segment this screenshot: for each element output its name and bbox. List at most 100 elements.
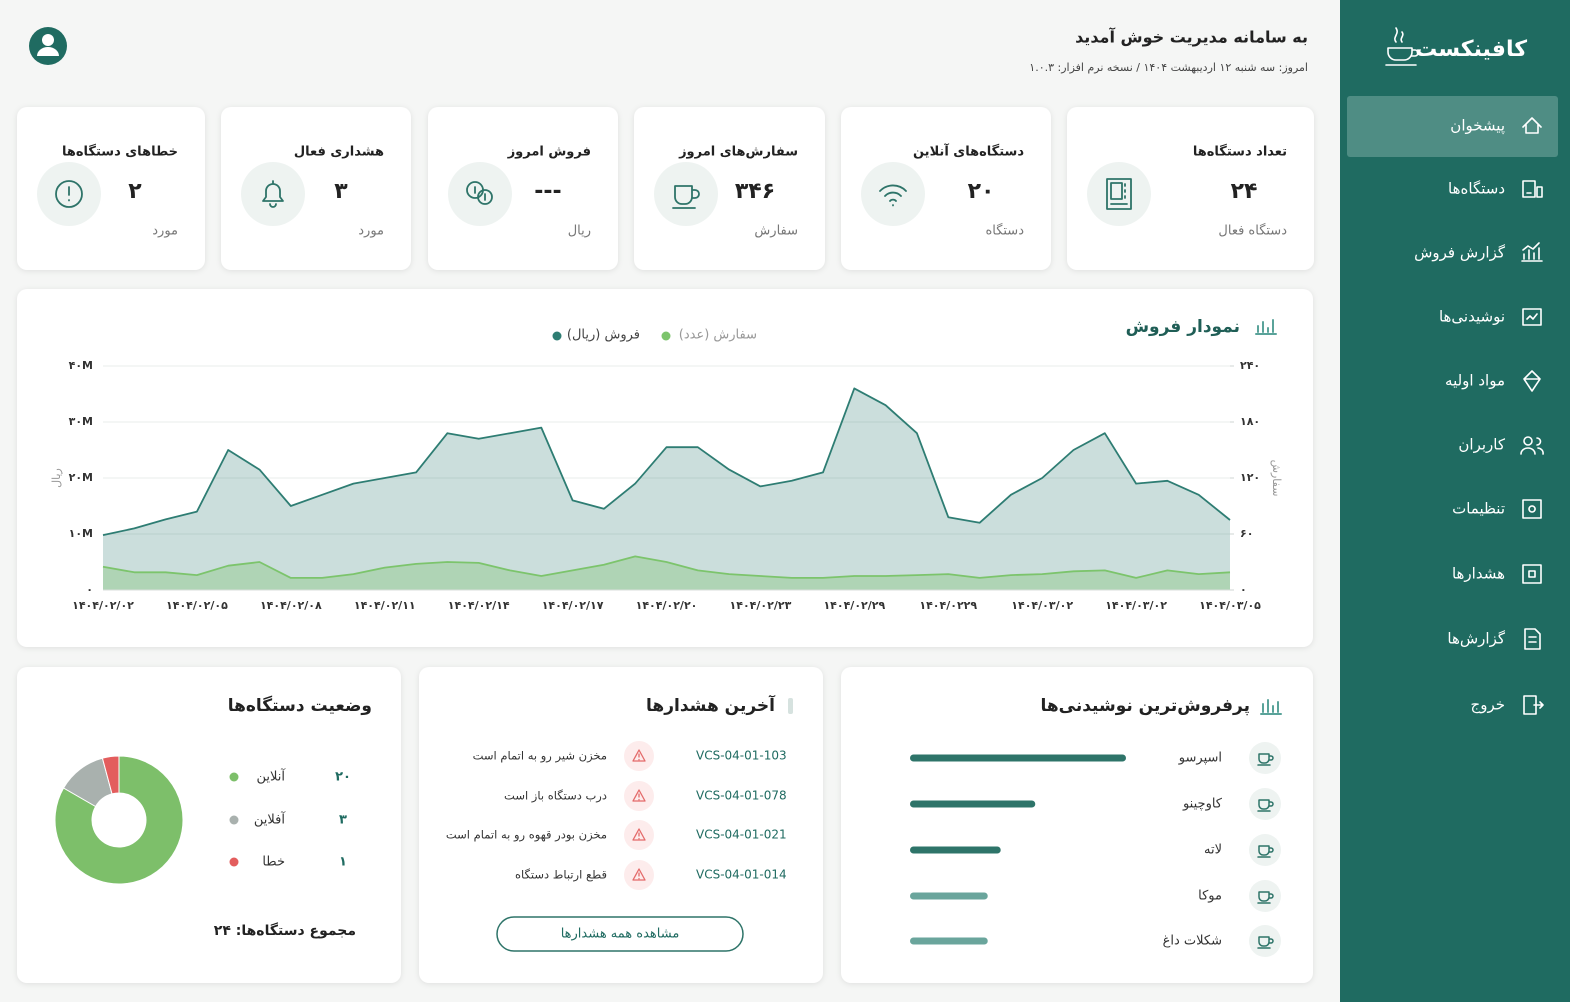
avatar-body bbox=[37, 47, 59, 56]
card-icon bbox=[1106, 178, 1132, 210]
card-unit: سفارش bbox=[754, 224, 798, 239]
card-value: ۳۴۶ bbox=[735, 179, 775, 204]
card-title: هشداری فعال bbox=[294, 145, 384, 160]
drink-icon bbox=[1257, 799, 1274, 812]
alert-message: مخزن بودر قهوه رو به اتمام است bbox=[446, 828, 607, 843]
menu-label[interactable]: کاربران bbox=[1458, 436, 1505, 454]
card-title: تعداد دستگاه‌ها bbox=[1193, 144, 1287, 160]
legend-swatch bbox=[229, 772, 239, 782]
y-tick-label: ۱۰M bbox=[69, 527, 93, 540]
drink-icon-bg bbox=[1249, 742, 1281, 774]
stat-card: خطاهای دستگاه‌ها ۲ مورد bbox=[17, 107, 205, 270]
menu-item[interactable]: دستگاه‌ها bbox=[1448, 180, 1543, 198]
card-unit: دستگاه فعال bbox=[1218, 223, 1287, 239]
alert-message: مخزن شیر رو به اتمام است bbox=[473, 749, 607, 764]
legend-swatch bbox=[661, 331, 671, 341]
area bbox=[103, 556, 1230, 590]
menu-item[interactable]: هشدارها bbox=[1452, 564, 1542, 584]
y2-tick-label: ۱۸۰ bbox=[1240, 415, 1260, 428]
bar bbox=[910, 846, 1001, 854]
menu-icon bbox=[1523, 695, 1544, 715]
menu-item[interactable]: مواد اولیه bbox=[1445, 370, 1541, 392]
menu-icon bbox=[1524, 628, 1541, 650]
y-axis-title: ریال bbox=[50, 468, 63, 488]
menu-item[interactable]: گزارش‌ها bbox=[1447, 628, 1541, 650]
y-tick-label: ۴۰M bbox=[69, 359, 93, 372]
y2-tick-label: ۱۲۰ bbox=[1240, 471, 1260, 484]
y-tick-label: ۰ bbox=[86, 583, 93, 596]
legend-label: آفلاین bbox=[254, 811, 286, 828]
menu-label[interactable]: گزارش‌ها bbox=[1447, 630, 1505, 648]
menu-label[interactable]: مواد اولیه bbox=[1445, 372, 1505, 390]
menu-label[interactable]: تنظیمات bbox=[1452, 500, 1505, 518]
alert-code: VCS-04-01-103 bbox=[696, 749, 787, 763]
menu-label[interactable]: دستگاه‌ها bbox=[1448, 180, 1505, 198]
menu-item[interactable]: خروج bbox=[1471, 695, 1544, 715]
drink-name: شکلات داغ bbox=[1163, 934, 1222, 949]
drink-name: موکا bbox=[1198, 889, 1222, 904]
card-title: فروش امروز bbox=[507, 145, 591, 160]
card-unit: دستگاه bbox=[985, 223, 1024, 239]
menu-icon bbox=[1522, 564, 1542, 584]
menu-item[interactable]: پیشخوان bbox=[1347, 96, 1558, 157]
y2-tick-label: ۰ bbox=[1240, 583, 1247, 596]
page-subtitle: امروز: سه شنبه ۱۲ اردیبهشت ۱۴۰۴ / نسخه ن… bbox=[1029, 61, 1308, 74]
chart-icon bbox=[1255, 319, 1277, 335]
stat-card: تعداد دستگاه‌ها ۲۴ دستگاه فعال bbox=[1067, 107, 1314, 270]
menu-item[interactable]: تنظیمات bbox=[1452, 499, 1542, 519]
y-tick-label: ۲۰M bbox=[69, 471, 93, 484]
menu-icon bbox=[1522, 117, 1542, 134]
drink-icon bbox=[1257, 753, 1274, 766]
menu-label[interactable]: نوشیدنی‌ها bbox=[1439, 308, 1505, 326]
x-tick-label: ۱۴۰۴/۰۲/۲۰ bbox=[636, 599, 698, 612]
x-tick-label: ۱۴۰۴/۰۲/۱۷ bbox=[542, 599, 604, 612]
card-title: سفارش‌های امروز bbox=[678, 145, 798, 160]
y-tick-label: ۳۰M bbox=[69, 415, 93, 428]
x-tick-label: ۱۴۰۴/۰۲/۱۱ bbox=[354, 599, 416, 612]
total-label: مجموع دستگاه‌ها: ۲۴ bbox=[214, 922, 356, 939]
y2-tick-label: ۶۰ bbox=[1240, 527, 1253, 540]
menu-item[interactable]: گزارش فروش bbox=[1414, 242, 1543, 262]
button-label[interactable]: مشاهده همه هشدارها bbox=[561, 927, 680, 942]
card-icon-bg bbox=[448, 162, 512, 226]
sidebar bbox=[1340, 0, 1570, 1002]
legend-label: خطا bbox=[262, 855, 285, 870]
alert-code: VCS-04-01-014 bbox=[696, 868, 787, 882]
card-unit: مورد bbox=[358, 224, 384, 239]
drink-icon bbox=[1257, 845, 1274, 858]
drink-icon-bg bbox=[1249, 925, 1281, 957]
drink-name: اسپرسو bbox=[1178, 751, 1222, 766]
card-unit: مورد bbox=[152, 224, 178, 239]
x-tick-label: ۱۴۰۴/۰۳/۰۲ bbox=[1011, 599, 1073, 612]
legend-swatch bbox=[229, 815, 239, 825]
legend-value: ۳ bbox=[339, 813, 347, 828]
button-bg bbox=[496, 916, 744, 952]
bar bbox=[910, 892, 988, 900]
x-tick-label: ۱۴۰۴/۰۲/۰۲ bbox=[72, 599, 134, 612]
card-value: ۳ bbox=[334, 179, 348, 204]
alert-message: درب دستگاه باز است bbox=[504, 789, 607, 804]
avatar[interactable] bbox=[29, 27, 67, 65]
pie-slice bbox=[101, 755, 120, 795]
bar bbox=[910, 800, 1036, 808]
x-tick-label: ۱۴۰۴/۰۳/۰۲ bbox=[1105, 599, 1167, 612]
x-tick-label: ۱۴۰۴/۰۲/۰۵ bbox=[166, 599, 228, 612]
card-icon bbox=[55, 180, 83, 208]
view-all-button[interactable]: مشاهده همه هشدارها bbox=[496, 916, 744, 952]
drink-icon-bg bbox=[1249, 880, 1281, 912]
drink-icon bbox=[1257, 891, 1274, 904]
drink-name: کاوچینو bbox=[1182, 797, 1223, 812]
menu-item[interactable]: کاربران bbox=[1458, 436, 1544, 455]
menu-item[interactable]: نوشیدنی‌ها bbox=[1439, 308, 1542, 326]
menu-icon bbox=[1522, 308, 1542, 326]
menu-label[interactable]: هشدارها bbox=[1452, 565, 1505, 583]
alert-icon bbox=[632, 749, 646, 762]
menu-label[interactable]: پیشخوان bbox=[1450, 117, 1505, 136]
card-unit: ریال bbox=[568, 224, 591, 239]
menu-label[interactable]: خروج bbox=[1471, 696, 1505, 715]
stat-card: هشداری فعال ۳ مورد bbox=[221, 107, 411, 270]
legend-value: ۱ bbox=[339, 855, 347, 870]
menu-label[interactable]: گزارش فروش bbox=[1414, 244, 1506, 262]
